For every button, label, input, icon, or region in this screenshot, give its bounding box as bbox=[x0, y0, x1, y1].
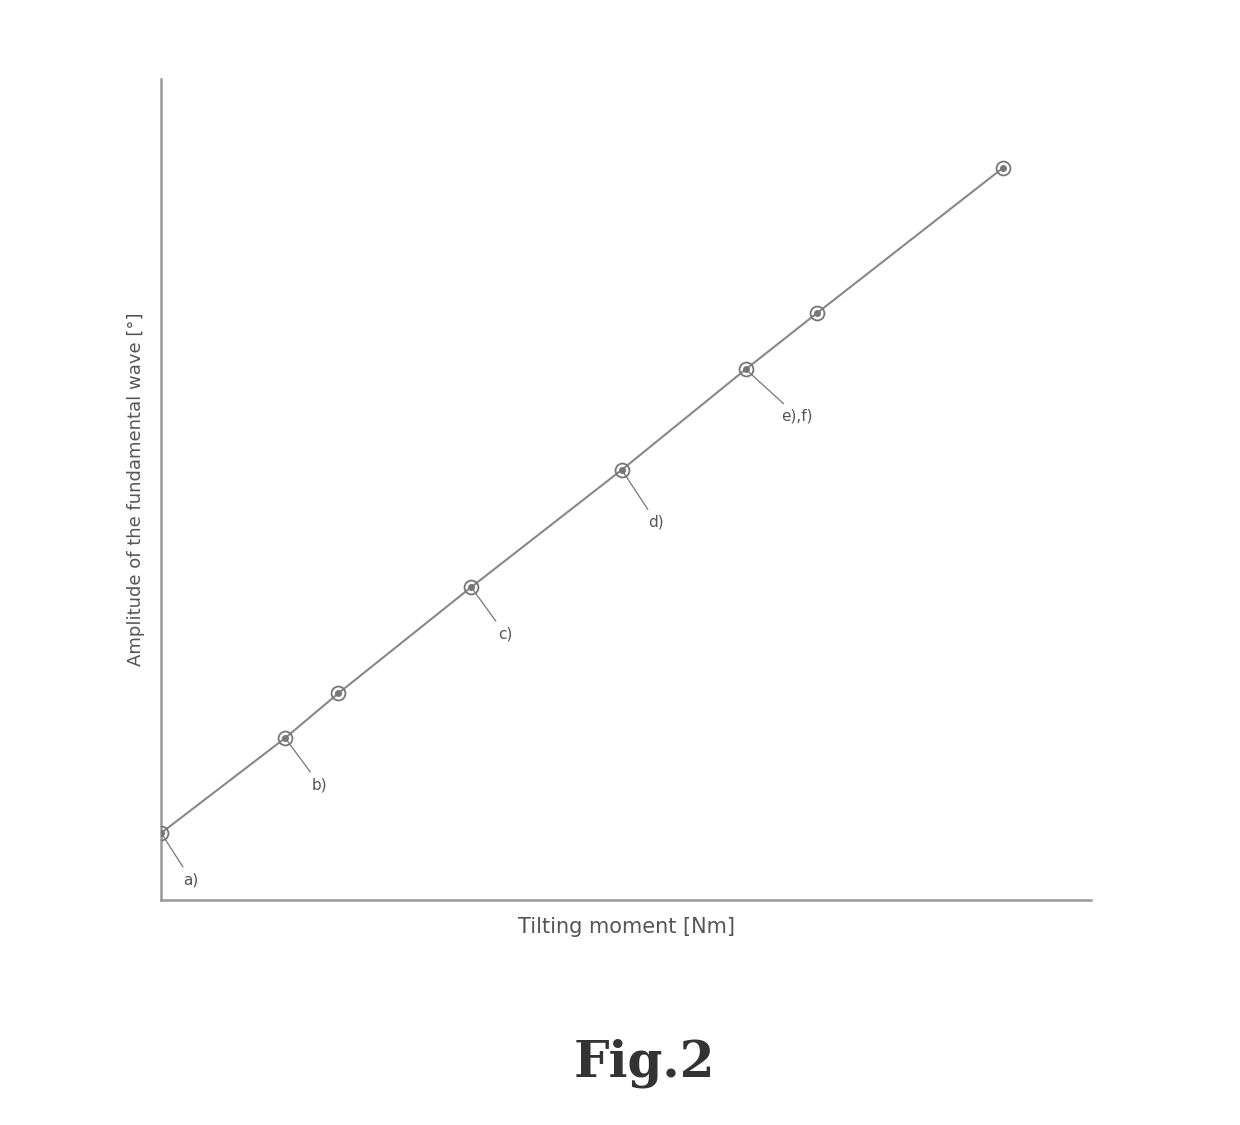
Text: c): c) bbox=[472, 590, 512, 641]
Text: b): b) bbox=[286, 740, 327, 792]
Text: a): a) bbox=[162, 835, 198, 888]
X-axis label: Tilting moment [Nm]: Tilting moment [Nm] bbox=[518, 917, 734, 937]
Text: d): d) bbox=[624, 472, 663, 530]
Y-axis label: Amplitude of the fundamental wave [°]: Amplitude of the fundamental wave [°] bbox=[126, 313, 145, 666]
Text: Fig.2: Fig.2 bbox=[574, 1038, 715, 1088]
Text: e),f): e),f) bbox=[748, 371, 812, 423]
